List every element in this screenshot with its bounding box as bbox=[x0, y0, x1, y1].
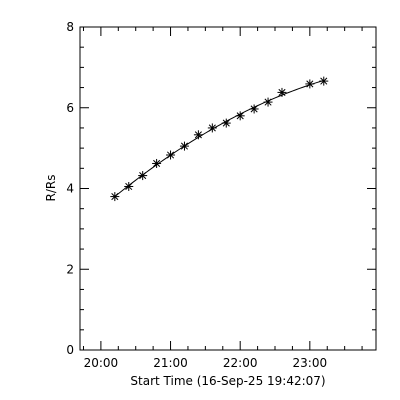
y-tick-label: 6 bbox=[66, 101, 74, 115]
y-tick-label: 8 bbox=[66, 20, 74, 34]
data-point-asterisk bbox=[249, 104, 259, 114]
y-tick-label: 4 bbox=[66, 182, 74, 196]
fit-curve bbox=[114, 79, 324, 197]
data-point-asterisk bbox=[277, 87, 287, 97]
data-point-asterisk bbox=[166, 150, 176, 160]
y-ticks: 0 2 4 6 8 bbox=[66, 20, 376, 357]
data-point-asterisk bbox=[207, 123, 217, 133]
data-point-asterisk bbox=[305, 79, 315, 89]
y-axis-label: R/Rs bbox=[44, 175, 58, 202]
x-axis-label: Start Time (16-Sep-25 19:42:07) bbox=[130, 374, 325, 388]
data-points bbox=[110, 76, 329, 202]
data-point-asterisk bbox=[263, 97, 273, 107]
x-tick-label: 21:00 bbox=[153, 356, 188, 370]
x-ticks: 20:00 21:00 22:00 23:00 bbox=[82, 27, 363, 370]
y-tick-label: 0 bbox=[66, 343, 74, 357]
x-tick-label: 22:00 bbox=[223, 356, 258, 370]
data-point-asterisk bbox=[138, 171, 148, 181]
x-tick-label: 20:00 bbox=[84, 356, 119, 370]
data-point-asterisk bbox=[221, 118, 231, 128]
data-point-asterisk bbox=[152, 158, 162, 168]
y-tick-label: 2 bbox=[66, 262, 74, 276]
data-point-asterisk bbox=[235, 111, 245, 121]
data-point-asterisk bbox=[179, 141, 189, 151]
data-point-asterisk bbox=[124, 181, 134, 191]
data-point-asterisk bbox=[193, 130, 203, 140]
data-point-asterisk bbox=[110, 192, 120, 202]
data-point-asterisk bbox=[319, 76, 329, 86]
x-tick-label: 23:00 bbox=[293, 356, 328, 370]
